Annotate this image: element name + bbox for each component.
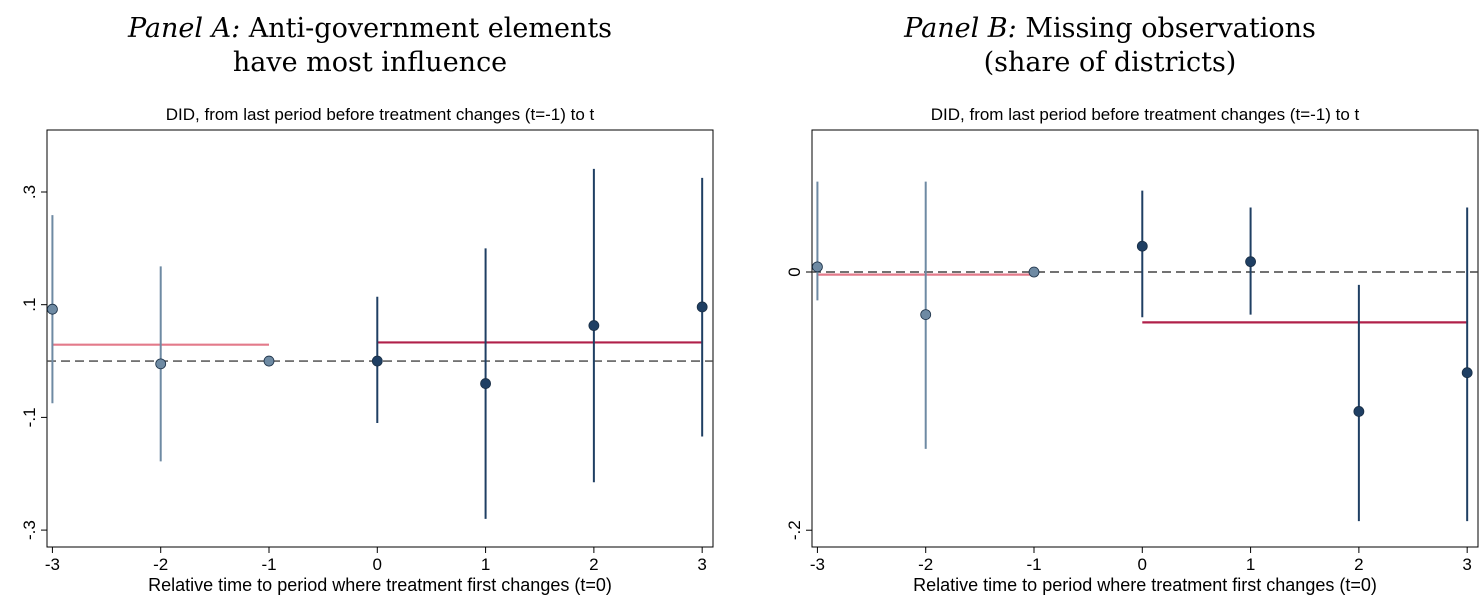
panel-b-heading-prefix: Panel B:: [904, 13, 1017, 44]
y-tick-label: .1: [20, 298, 39, 312]
data-point: [371, 355, 383, 367]
x-tick-label: -3: [45, 555, 60, 574]
x-tick-label: -1: [1026, 555, 1041, 574]
x-tick-label: -2: [918, 555, 933, 574]
data-point: [920, 309, 932, 321]
panel-a-heading: Panel A: Anti-government elements: [0, 12, 740, 46]
panel-b-heading-line2: (share of districts): [983, 47, 1237, 78]
panel-a-chart: DID, from last period before treatment c…: [20, 105, 714, 595]
x-tick-label: 0: [373, 555, 382, 574]
panel-a: Panel A: Anti-government elements have m…: [0, 12, 740, 595]
x-axis-label: Relative time to period where treatment …: [913, 575, 1377, 595]
panel-b-chart: DID, from last period before treatment c…: [785, 105, 1479, 595]
data-point: [696, 301, 708, 313]
y-tick-label: .3: [20, 185, 39, 199]
plot-frame: [811, 129, 1479, 548]
panel-b-heading: Panel B: Missing observations: [740, 12, 1480, 46]
x-axis-label: Relative time to period where treatment …: [148, 575, 612, 595]
data-point: [1245, 256, 1256, 268]
y-tick-label: -.1: [20, 407, 39, 427]
x-tick-label: 3: [1462, 555, 1471, 574]
plot-frame: [46, 129, 714, 548]
x-tick-label: -1: [261, 555, 276, 574]
chart-title: DID, from last period before treatment c…: [166, 105, 595, 124]
data-point: [47, 303, 58, 315]
x-tick-label: 2: [1354, 555, 1363, 574]
data-point: [1028, 266, 1040, 278]
x-tick-label: -3: [810, 555, 825, 574]
panel-a-heading-prefix: Panel A:: [127, 13, 241, 44]
data-point: [480, 378, 491, 389]
x-tick-label: 1: [481, 555, 490, 574]
data-point: [155, 358, 167, 370]
data-point: [263, 355, 275, 367]
x-tick-label: 3: [697, 555, 706, 574]
data-point: [588, 320, 600, 331]
y-tick-label: -.2: [785, 520, 804, 540]
data-point: [1353, 406, 1365, 417]
y-tick-label: -.3: [20, 520, 39, 540]
panel-b: Panel B: Missing observations (share of …: [740, 0, 1480, 602]
x-tick-label: -2: [153, 555, 168, 574]
x-tick-label: 2: [589, 555, 598, 574]
panel-a-heading-line2: have most influence: [232, 47, 508, 78]
x-tick-label: 1: [1246, 555, 1255, 574]
data-point: [812, 261, 823, 273]
data-point: [1461, 367, 1473, 379]
chart-title: DID, from last period before treatment c…: [931, 105, 1360, 124]
panel-b-heading-line1: Missing observations: [1025, 13, 1316, 44]
data-point: [1136, 240, 1148, 252]
y-tick-label: 0: [785, 267, 804, 276]
x-tick-label: 0: [1138, 555, 1147, 574]
panel-a-heading-line1: Anti-government elements: [248, 13, 613, 44]
